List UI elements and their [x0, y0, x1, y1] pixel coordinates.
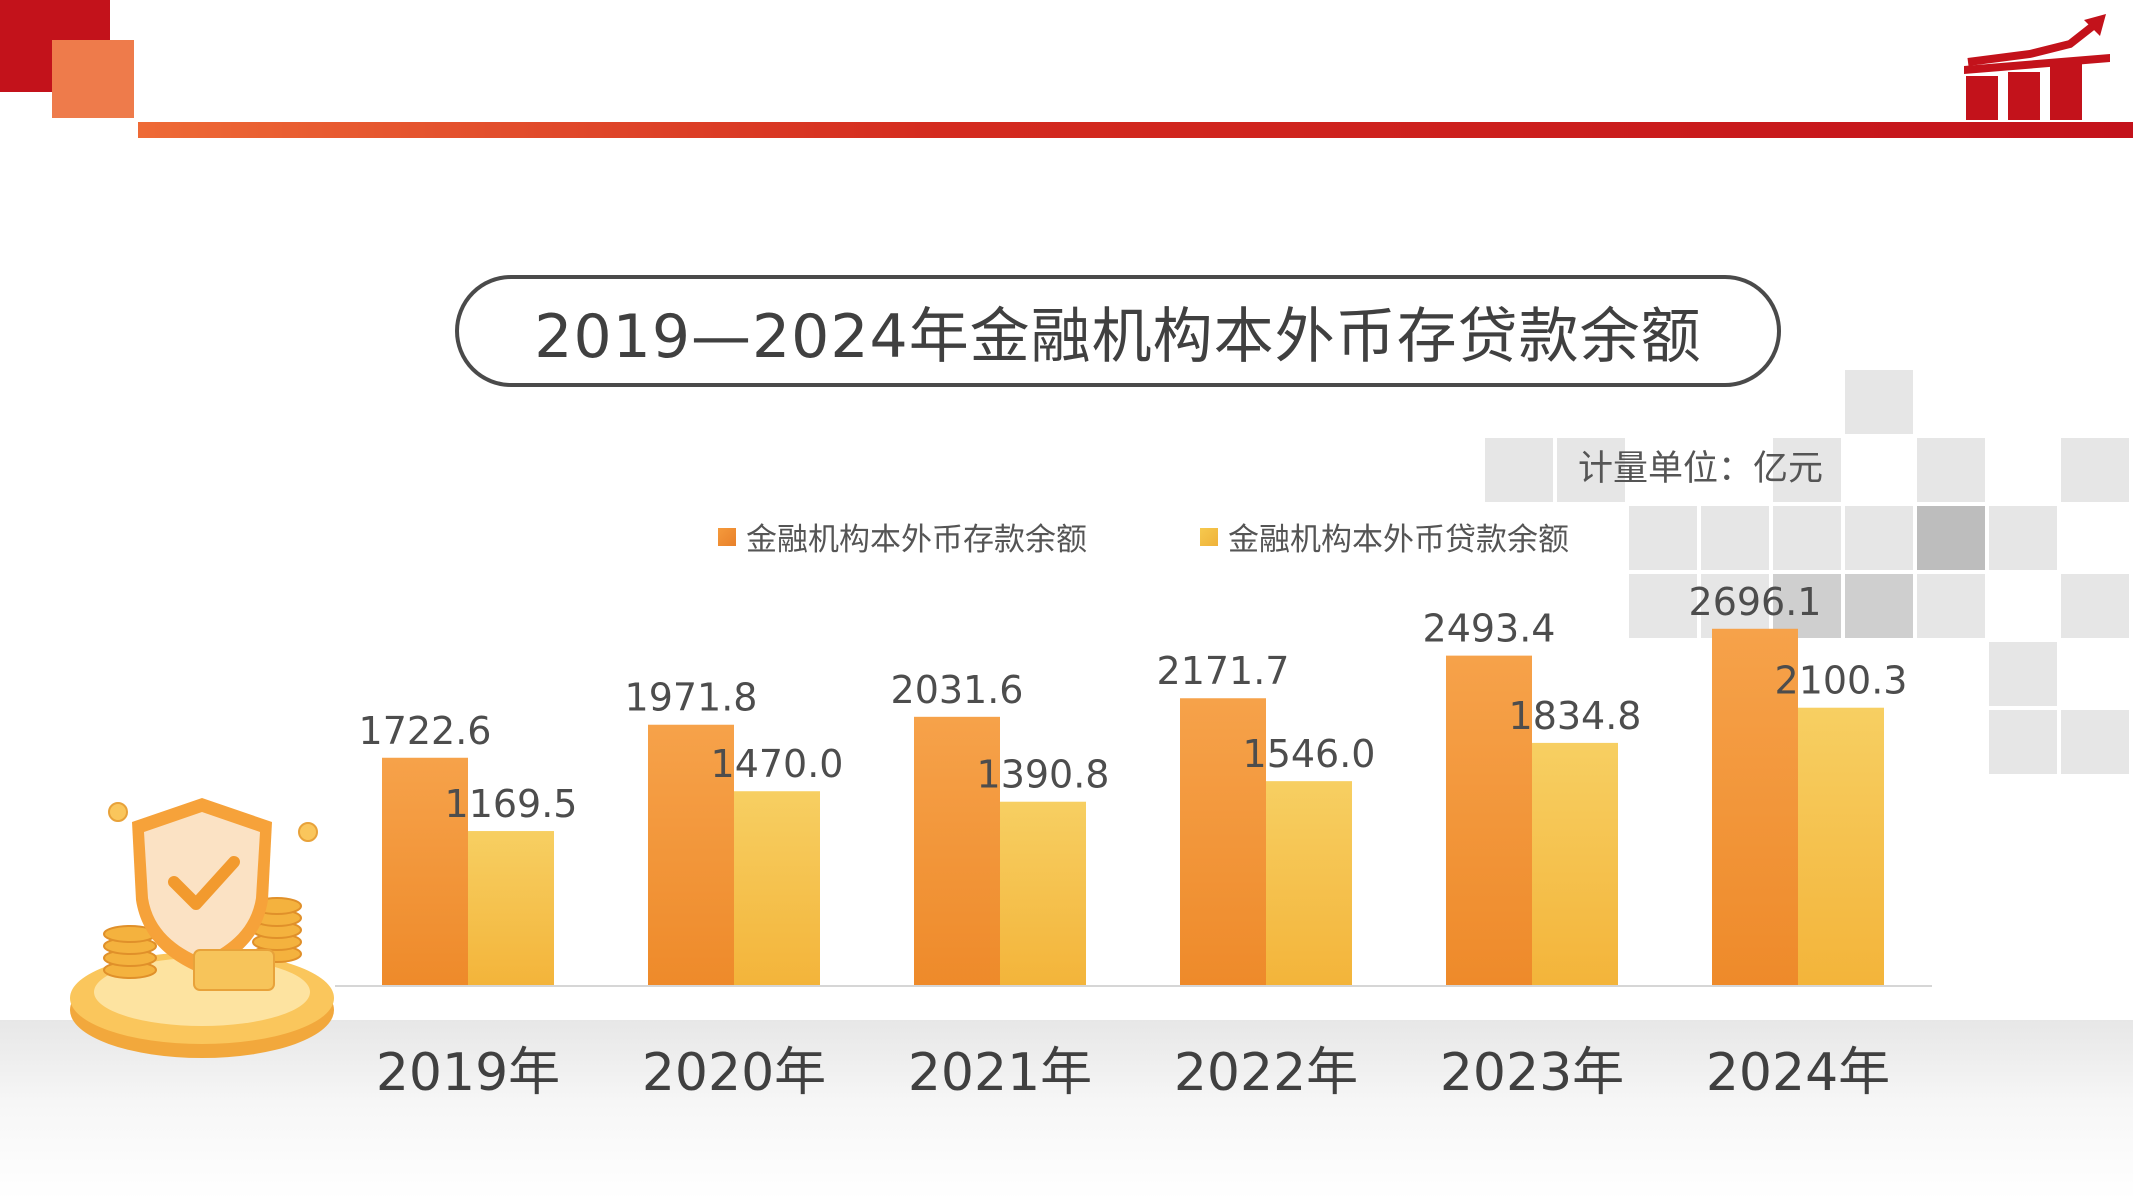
- data-label-loan-5: 2100.3: [1775, 659, 1908, 703]
- rising-bar-chart-arrow-icon: [1964, 14, 2110, 120]
- data-label-loan-4: 1834.8: [1509, 694, 1642, 738]
- data-label-deposit-2: 2031.6: [891, 668, 1024, 712]
- decorative-squares: [1485, 370, 2129, 774]
- unit-label: 计量单位：亿元: [1578, 449, 1824, 489]
- header-rule: [138, 122, 2133, 138]
- legend-swatch-deposit: [718, 527, 736, 546]
- data-label-deposit-4: 2493.4: [1423, 607, 1556, 651]
- bar-loan-2: [1000, 801, 1086, 986]
- title-box: 2019—2024年金融机构本外币存贷款余额: [455, 275, 1781, 387]
- corner-block-orange: [52, 40, 134, 118]
- legend-label-deposit: 金融机构本外币存款余额: [746, 522, 1087, 558]
- legend-item-deposit: 金融机构本外币存款余额: [718, 514, 1087, 559]
- category-label-5: 2024年: [1706, 1043, 1890, 1103]
- data-label-deposit-1: 1971.8: [625, 676, 758, 720]
- data-label-loan-1: 1470.0: [711, 742, 844, 786]
- floor-background: [0, 1020, 2133, 1200]
- bar-deposit-0: [382, 757, 468, 986]
- legend-item-loan: 金融机构本外币贷款余额: [1200, 514, 1569, 559]
- data-label-deposit-3: 2171.7: [1157, 649, 1290, 693]
- bar-loan-1: [734, 791, 820, 986]
- data-label-loan-0: 1169.5: [445, 782, 578, 826]
- data-label-deposit-0: 1722.6: [359, 709, 492, 753]
- bar-deposit-4: [1446, 655, 1532, 986]
- bar-loan-5: [1798, 707, 1884, 986]
- category-label-3: 2022年: [1174, 1043, 1358, 1103]
- legend-swatch-loan: [1200, 527, 1218, 546]
- bar-deposit-3: [1180, 698, 1266, 986]
- category-label-4: 2023年: [1440, 1043, 1624, 1103]
- category-label-2: 2021年: [908, 1043, 1092, 1103]
- bar-loan-3: [1266, 781, 1352, 986]
- data-label-loan-3: 1546.0: [1243, 732, 1376, 776]
- category-label-1: 2020年: [642, 1043, 826, 1103]
- category-label-0: 2019年: [376, 1043, 560, 1103]
- bar-deposit-2: [914, 716, 1000, 986]
- shield-check-coins-icon: [70, 798, 334, 1058]
- data-label-deposit-5: 2696.1: [1689, 580, 1822, 624]
- chart-title: 2019—2024年金融机构本外币存贷款余额: [534, 301, 1702, 372]
- bar-loan-4: [1532, 742, 1618, 986]
- data-label-loan-2: 1390.8: [977, 753, 1110, 797]
- bar-deposit-5: [1712, 628, 1798, 986]
- bar-deposit-1: [648, 724, 734, 986]
- bar-loan-0: [468, 831, 554, 986]
- legend-label-loan: 金融机构本外币贷款余额: [1228, 522, 1569, 558]
